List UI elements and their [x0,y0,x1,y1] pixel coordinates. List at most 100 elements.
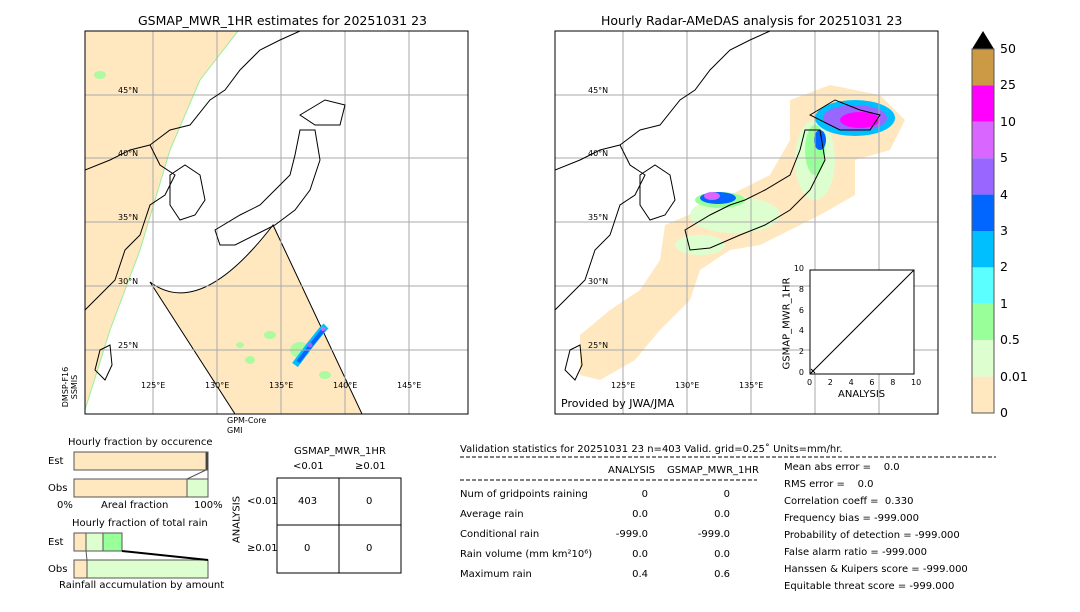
stats-col-header: GSMAP_MWR_1HR [667,465,759,476]
lat-label: 25°N [588,341,609,350]
score-line: Hanssen & Kuipers score = -999.000 [784,564,968,575]
scatter-ytick: 0 [798,368,804,377]
scatter-xtick: 8 [890,378,896,387]
score-line: Correlation coeff = 0.330 [784,496,914,507]
left-swath-gmi [149,224,363,414]
score-line: RMS error = 0.0 [784,479,874,490]
scatter-ytick: 10 [793,264,804,273]
lat-label: 40°N [588,149,609,158]
colorbar-segment [972,85,994,122]
lat-label: 30°N [588,277,609,286]
lon-label: 145°E [397,381,422,390]
colorbar-label: 0.01 [1000,368,1028,384]
row-label-obs: Obs [48,483,68,494]
sensor-name: GMI [227,426,243,435]
lon-label: 135°E [269,381,294,390]
stats-gsmap-value: 0.0 [714,549,730,560]
stats-row-label: Conditional rain [460,529,540,540]
cell-false-alarm: 0 [366,496,373,507]
left-swath-ssmis [85,31,239,411]
lon-label: 135°E [739,381,764,390]
left-coastlines [85,31,346,381]
scatter-xtick: 6 [869,378,875,387]
colorbar-label: 3 [1000,223,1008,238]
stats-row-label: Rain volume (mm km²10⁶) [460,549,593,560]
score-line: Probability of detection = -999.000 [784,530,960,541]
left-map-title: GSMAP_MWR_1HR estimates for 20251031 23 [138,13,427,28]
col-header: <0.01 [293,461,324,472]
stats-col-header: ANALYSIS [608,465,656,476]
col-header: ≥0.01 [355,461,386,472]
stats-row-label: Num of gridpoints raining [460,489,588,500]
lat-label: 45°N [588,86,609,95]
colorbar-label: 4 [1000,186,1008,202]
lat-label: 25°N [118,341,139,350]
stats-analysis-value: -999.0 [615,529,648,540]
scatter-ytick: 8 [798,284,804,294]
lat-label: 30°N [118,277,139,286]
scatter-ytick: 2 [798,347,804,357]
occurrence-title: Hourly fraction by occurence [68,437,213,448]
scatter-xlabel: ANALYSIS [838,389,886,400]
lon-label: 130°E [205,381,230,390]
sensor-name: DMSP-F16 [61,366,70,408]
stats-row-label: Average rain [460,509,524,520]
score-line: Frequency bias = -999.000 [784,513,919,524]
left-rain-band [292,323,329,368]
colorbar-segment [972,376,994,413]
colorbar-label: 10 [1000,113,1016,129]
stats-gsmap-value: -999.0 [697,529,730,540]
lon-label: 125°E [141,381,166,390]
stats-row-label: Maximum rain [460,569,532,580]
total-rain-chart [73,532,209,579]
stats-gsmap-value: 0 [723,489,730,500]
one-to-one-line [809,269,915,375]
stats-gsmap-value: 0.6 [714,569,730,580]
row-label-est: Est [48,456,64,467]
data-credit: Provided by JWA/JMA [561,397,675,410]
colorbar-segment [972,121,994,159]
est-dry-bar [73,451,207,471]
stats-analysis-value: 0 [641,489,648,500]
colorbar-label: 50 [1000,41,1016,56]
scatter-xtick: 2 [827,378,833,387]
sensor-name: GPM-Core [227,416,267,425]
lon-label: 130°E [675,381,700,390]
stats-gsmap-value: 0.0 [714,509,730,520]
cell-miss: 0 [304,543,311,554]
colorbar-segment [972,49,994,86]
lon-label: 140°E [333,381,358,390]
colorbar-segment [972,231,994,268]
cell-correct-negative: 403 [298,496,318,507]
sensor-name: SSMIS [70,374,79,400]
row-header: <0.01 [247,496,278,507]
colorbar-segment [972,267,994,304]
colorbar-segment [972,158,994,195]
scatter-ytick: 6 [798,305,804,315]
stats-analysis-value: 0.0 [632,549,648,560]
colorbar-label: 0.5 [1000,332,1020,348]
sensor-label-bottom: GPM-Core GMI [227,416,266,436]
colorbar-label: 0 [1000,405,1008,420]
est-rain-bar [205,451,209,471]
scatter-ytick: 4 [798,326,804,336]
scatter-inset [809,269,915,375]
obs-rain-bar [186,478,209,498]
right-coastlines [555,31,881,381]
colorbar [971,31,995,414]
left-map [85,31,468,414]
stats-title: Validation statistics for 20251031 23 n=… [460,444,843,455]
stats-analysis-value: 0.0 [632,509,648,520]
score-line: False alarm ratio = -999.000 [784,547,927,558]
score-line: Equitable threat score = -999.000 [784,581,955,592]
contingency-row-label: ANALYSIS [231,495,243,544]
row-header: ≥0.01 [247,543,278,554]
occurrence-xlabel: Areal fraction [101,500,169,511]
colorbar-extend-arrow [972,31,994,49]
score-line: Mean abs error = 0.0 [784,462,900,473]
scatter-point [810,368,816,374]
x-min-label: 0% [57,500,73,511]
lat-label: 35°N [118,213,139,222]
